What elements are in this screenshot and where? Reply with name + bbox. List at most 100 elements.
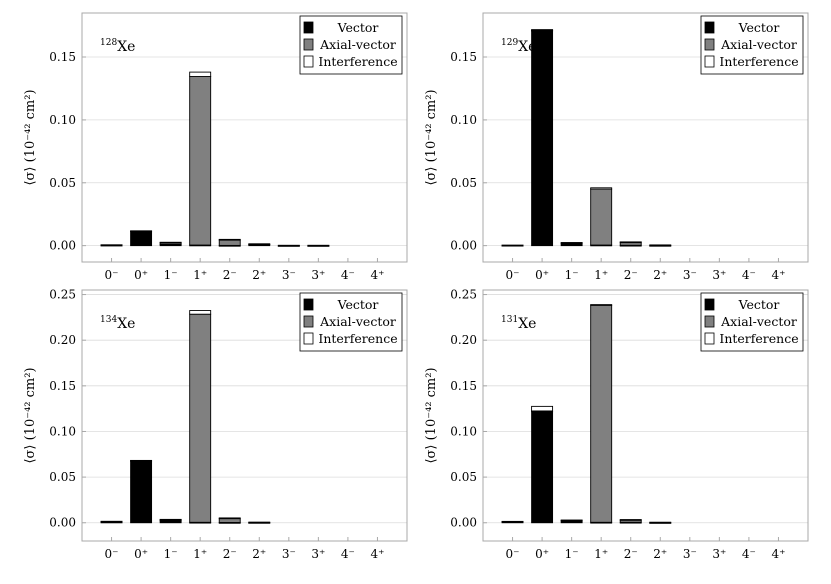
bar-interference-5 (619, 519, 642, 521)
legend-entry: Axial-vector (319, 314, 396, 329)
y-axis-label: ⟨σ⟩ (10⁻⁴² cm²) (23, 89, 38, 185)
x-tick-label: 2⁺ (252, 268, 266, 282)
x-tick-label: 3⁺ (311, 547, 325, 561)
y-tick-label: 0.15 (49, 379, 76, 393)
bar-axial-vector-6 (649, 244, 672, 247)
y-tick-label: 0.25 (49, 288, 76, 302)
x-tick-label: 0⁺ (134, 547, 148, 561)
x-tick-label: 3⁺ (311, 268, 325, 282)
x-tick-label: 3⁻ (683, 268, 697, 282)
nucleus-element: Xe (117, 39, 135, 55)
nucleus-label: 134Xe (100, 315, 135, 332)
bar-interference-5 (218, 238, 241, 241)
bar-axial-vector-4 (189, 313, 212, 523)
y-tick-label: 0.05 (450, 176, 477, 190)
nucleus-element: Xe (518, 39, 536, 55)
legend-box (299, 292, 403, 352)
y-axis-label: ⟨σ⟩ (10⁻⁴² cm²) (424, 367, 439, 463)
x-tick-label: 0⁺ (535, 547, 549, 561)
x-tick-label: 4⁻ (341, 268, 355, 282)
bar-vector-2 (130, 460, 153, 524)
x-tick-label: 3⁻ (282, 268, 296, 282)
x-tick-label: 4⁻ (742, 268, 756, 282)
x-tick-label: 1⁻ (565, 268, 579, 282)
bar-interference-5 (619, 241, 642, 244)
legend-entry: Interference (318, 331, 397, 346)
x-tick-label: 0⁺ (535, 268, 549, 282)
bar-vector-2 (531, 30, 554, 247)
x-tick-label: 1⁺ (193, 268, 207, 282)
y-tick-label: 0.00 (49, 516, 76, 530)
bar-axial-vector-1 (100, 244, 123, 247)
legend-swatch (704, 315, 715, 328)
x-tick-label: 3⁺ (712, 547, 726, 561)
bar-axial-vector-4 (189, 76, 212, 246)
chart-panel-1: 0.00 0.05 0.10 0.15 0⁻ 0⁺ 1⁻ 1⁺ 2⁻ 2⁺ 3⁻ 3⁺ 4⁻ 4⁺ ⟨σ⟩ … (23, 12, 408, 282)
x-tick-label: 2⁻ (624, 547, 638, 561)
x-tick-label: 2⁻ (223, 547, 237, 561)
x-tick-label: 3⁻ (683, 547, 697, 561)
bar-interference-4 (189, 310, 212, 315)
chart-panel-2: 0.00 0.05 0.10 0.15 0⁻ 0⁺ 1⁻ 1⁺ 2⁻ 2⁺ 3⁻ 3⁺ 4⁻ 4⁺ ⟨σ⟩ … (424, 12, 809, 282)
chart-panel-3: 0.00 0.05 0.10 0.15 0.20 0.25 0⁻ 0⁺ 1⁻ 1⁺ 2⁻ 2⁺ 3⁻ 3⁺… (23, 288, 408, 561)
bar-axial-vector-4 (590, 304, 613, 523)
legend-box (700, 15, 804, 75)
bar-interference-2 (531, 29, 554, 31)
x-tick-label: 0⁻ (506, 547, 520, 561)
x-tick-label: 1⁻ (164, 547, 178, 561)
x-tick-label: 4⁻ (742, 547, 756, 561)
y-axis-label: ⟨σ⟩ (10⁻⁴² cm²) (23, 367, 38, 463)
bar-axial-vector-4 (590, 188, 613, 246)
nucleus-element: Xe (518, 316, 536, 332)
x-tick-label: 0⁻ (506, 268, 520, 282)
legend: Vector Axial-vector Interference (299, 15, 403, 75)
bar-interference-4 (189, 71, 212, 77)
x-tick-label: 2⁻ (223, 268, 237, 282)
x-tick-label: 4⁺ (771, 547, 785, 561)
bar-vector-2 (130, 230, 153, 247)
nucleus-label: 128Xe (100, 38, 135, 55)
legend-entry: Interference (719, 331, 798, 346)
y-tick-label: 0.00 (450, 239, 477, 253)
x-tick-label: 0⁻ (105, 547, 119, 561)
y-tick-label: 0.00 (49, 239, 76, 253)
nucleus-mass-number: 128 (100, 38, 117, 48)
bar-axial-vector-2 (130, 459, 153, 462)
legend-swatch (704, 38, 715, 51)
legend-swatch (704, 298, 715, 311)
y-tick-label: 0.10 (450, 424, 477, 438)
bar-axial-vector-2 (130, 230, 153, 233)
x-tick-label: 3⁺ (712, 268, 726, 282)
y-axis-label: ⟨σ⟩ (10⁻⁴² cm²) (424, 89, 439, 185)
nucleus-mass-number: 131 (501, 315, 518, 325)
legend-swatch (303, 21, 314, 34)
chart-panel-4: 0.00 0.05 0.10 0.15 0.20 0.25 0⁻ 0⁺ 1⁻ 1⁺ 2⁻ 2⁺ 3⁻ 3⁺… (424, 288, 809, 561)
bar-axial-vector-8 (307, 244, 330, 247)
y-tick-label: 0.05 (49, 470, 76, 484)
x-tick-label: 0⁺ (134, 268, 148, 282)
legend-entry: Interference (318, 54, 397, 69)
bar-interference-4 (590, 187, 613, 190)
bar-interference-4 (590, 304, 613, 306)
x-tick-label: 3⁻ (282, 547, 296, 561)
legend: Vector Axial-vector Interference (700, 15, 804, 75)
y-tick-label: 0.25 (450, 288, 477, 302)
bar-axial-vector-1 (501, 244, 524, 247)
x-tick-label: 1⁻ (164, 268, 178, 282)
x-tick-label: 2⁺ (252, 547, 266, 561)
plot-frame (482, 289, 809, 542)
plot-frame (81, 289, 408, 542)
nucleus-element: Xe (117, 316, 135, 332)
legend-entry: Vector (738, 297, 780, 312)
nucleus-mass-number: 129 (501, 38, 518, 48)
nucleus-mass-number: 134 (100, 315, 117, 325)
nucleus-label: 129Xe (501, 38, 536, 55)
legend-swatch (303, 298, 314, 311)
bar-vector-2 (531, 410, 554, 524)
x-tick-label: 1⁺ (594, 268, 608, 282)
x-tick-label: 1⁻ (565, 547, 579, 561)
x-tick-label: 4⁺ (771, 268, 785, 282)
bar-axial-vector-1 (501, 520, 524, 523)
